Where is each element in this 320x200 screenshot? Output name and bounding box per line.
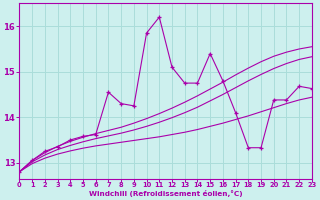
X-axis label: Windchill (Refroidissement éolien,°C): Windchill (Refroidissement éolien,°C) — [89, 190, 243, 197]
